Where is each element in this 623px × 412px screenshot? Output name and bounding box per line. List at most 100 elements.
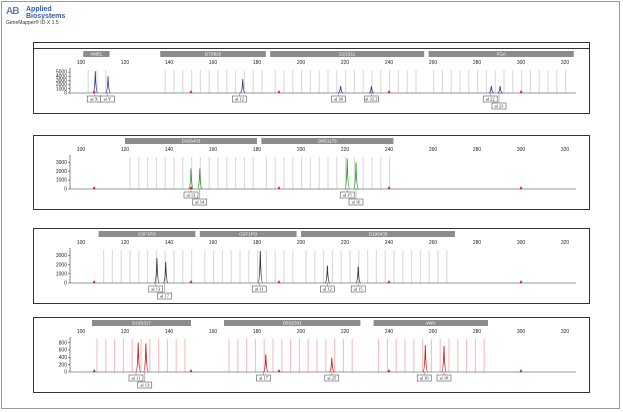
allele-bin bbox=[404, 339, 406, 372]
allele-bin bbox=[380, 157, 382, 189]
marker-bin: D7S820 bbox=[160, 51, 266, 57]
allele-bin bbox=[415, 70, 417, 93]
marker-bin: D13S317 bbox=[92, 320, 191, 326]
marker-bar bbox=[261, 138, 394, 144]
allele-bin bbox=[439, 339, 441, 372]
electropherogram-panel-blue: AMEL D7S820 D21S11 FGA 100 120 140 160 180 200 220… bbox=[33, 48, 590, 114]
allele-bin bbox=[413, 339, 415, 372]
marker-bar bbox=[125, 138, 257, 144]
allele-bin bbox=[433, 70, 435, 93]
peak bbox=[355, 266, 361, 284]
allele-label: al 17 bbox=[259, 376, 269, 381]
allele-bin bbox=[217, 70, 219, 93]
allele-bin bbox=[468, 70, 470, 93]
allele-label: al 17 bbox=[160, 294, 170, 299]
allele-bin bbox=[340, 250, 342, 283]
allele-bin bbox=[298, 339, 300, 372]
allele-bin bbox=[336, 70, 338, 93]
size-standard-marker bbox=[92, 369, 96, 372]
allele-box bbox=[364, 95, 379, 103]
allele-bin bbox=[122, 339, 124, 372]
size-standard-marker bbox=[189, 369, 193, 372]
allele-bin bbox=[226, 70, 228, 93]
x-tick-label: 220 bbox=[341, 147, 350, 153]
panel-plot: CSF1PO CSF1PO D19S433 100 120 140 160 180 200 220… bbox=[56, 231, 576, 300]
allele-bin bbox=[428, 250, 430, 283]
marker-bar bbox=[199, 231, 297, 237]
x-tick-label: 300 bbox=[517, 60, 526, 66]
allele-bin bbox=[208, 157, 210, 189]
x-tick-label: 240 bbox=[385, 240, 394, 246]
marker-bin: CSF1PO bbox=[98, 231, 196, 237]
allele-bin bbox=[331, 250, 333, 283]
x-tick-label: 180 bbox=[253, 329, 262, 335]
allele-bin bbox=[182, 157, 184, 189]
allele-bin bbox=[512, 70, 514, 93]
allele-bin bbox=[327, 70, 329, 93]
allele-bin bbox=[450, 70, 452, 93]
allele-bin bbox=[301, 70, 303, 93]
allele-label: al Y bbox=[104, 97, 112, 102]
allele-bin bbox=[155, 157, 157, 189]
marker-label: D8S1179 bbox=[318, 139, 337, 144]
allele-bin bbox=[173, 250, 175, 283]
x-tick-label: 320 bbox=[561, 329, 570, 335]
x-tick-label: 220 bbox=[341, 329, 350, 335]
allele-bin bbox=[217, 157, 219, 189]
allele-label: al X bbox=[90, 97, 98, 102]
allele-bin bbox=[353, 157, 355, 189]
marker-label: D5S2331 bbox=[283, 321, 302, 326]
y-tick-label: 200 bbox=[59, 362, 68, 368]
allele-box bbox=[331, 95, 346, 103]
allele-bin bbox=[384, 250, 386, 283]
allele-bin bbox=[129, 157, 131, 189]
allele-bin bbox=[402, 250, 404, 283]
x-tick-label: 200 bbox=[297, 240, 306, 246]
x-tick-label: 240 bbox=[385, 60, 394, 66]
marker-label: FGA bbox=[497, 52, 506, 57]
peak bbox=[353, 162, 359, 190]
size-standard-marker bbox=[387, 369, 391, 372]
y-tick-label: 3000 bbox=[56, 78, 67, 84]
x-tick-label: 180 bbox=[253, 60, 262, 66]
peak bbox=[368, 86, 374, 94]
allele-bin bbox=[199, 70, 201, 93]
allele-bin bbox=[283, 70, 285, 93]
x-tick-label: 300 bbox=[517, 240, 526, 246]
marker-bar bbox=[270, 51, 425, 57]
marker-label: AMEL bbox=[90, 52, 103, 57]
y-tick-label: 2000 bbox=[56, 169, 67, 175]
y-tick-label: 1000 bbox=[56, 178, 67, 184]
marker-label: D13S317 bbox=[132, 321, 151, 326]
marker-bin: D16S433 bbox=[125, 138, 257, 144]
allele-bin bbox=[389, 70, 391, 93]
y-tick-label: 600 bbox=[59, 348, 68, 354]
allele-bin bbox=[503, 70, 505, 93]
allele-bin bbox=[96, 339, 98, 372]
allele-bin bbox=[301, 157, 303, 189]
allele-bin bbox=[309, 157, 311, 189]
y-tick-label: 1000 bbox=[56, 86, 67, 92]
allele-bin bbox=[345, 157, 347, 189]
y-tick-label: 5000 bbox=[56, 70, 67, 76]
marker-bar bbox=[98, 231, 196, 237]
marker-bin: vWA bbox=[373, 320, 488, 326]
y-tick-label: 4000 bbox=[56, 74, 67, 80]
allele-bin bbox=[342, 339, 344, 372]
allele-bin bbox=[371, 70, 373, 93]
allele-box bbox=[348, 198, 364, 206]
allele-bin bbox=[263, 339, 265, 372]
allele-bin bbox=[265, 250, 267, 283]
allele-bin bbox=[261, 70, 263, 93]
peak bbox=[105, 76, 111, 94]
allele-bin bbox=[213, 250, 215, 283]
x-tick-label: 280 bbox=[473, 329, 482, 335]
x-tick-label: 100 bbox=[77, 240, 86, 246]
allele-bin bbox=[521, 70, 523, 93]
panel-plot: D16S433 D8S1179 100 120 140 160 180 200 220 240 26… bbox=[56, 138, 576, 206]
allele-bin bbox=[459, 70, 461, 93]
allele-bin bbox=[292, 157, 294, 189]
allele-bin bbox=[307, 339, 309, 372]
allele-label: al 13 bbox=[140, 383, 150, 388]
